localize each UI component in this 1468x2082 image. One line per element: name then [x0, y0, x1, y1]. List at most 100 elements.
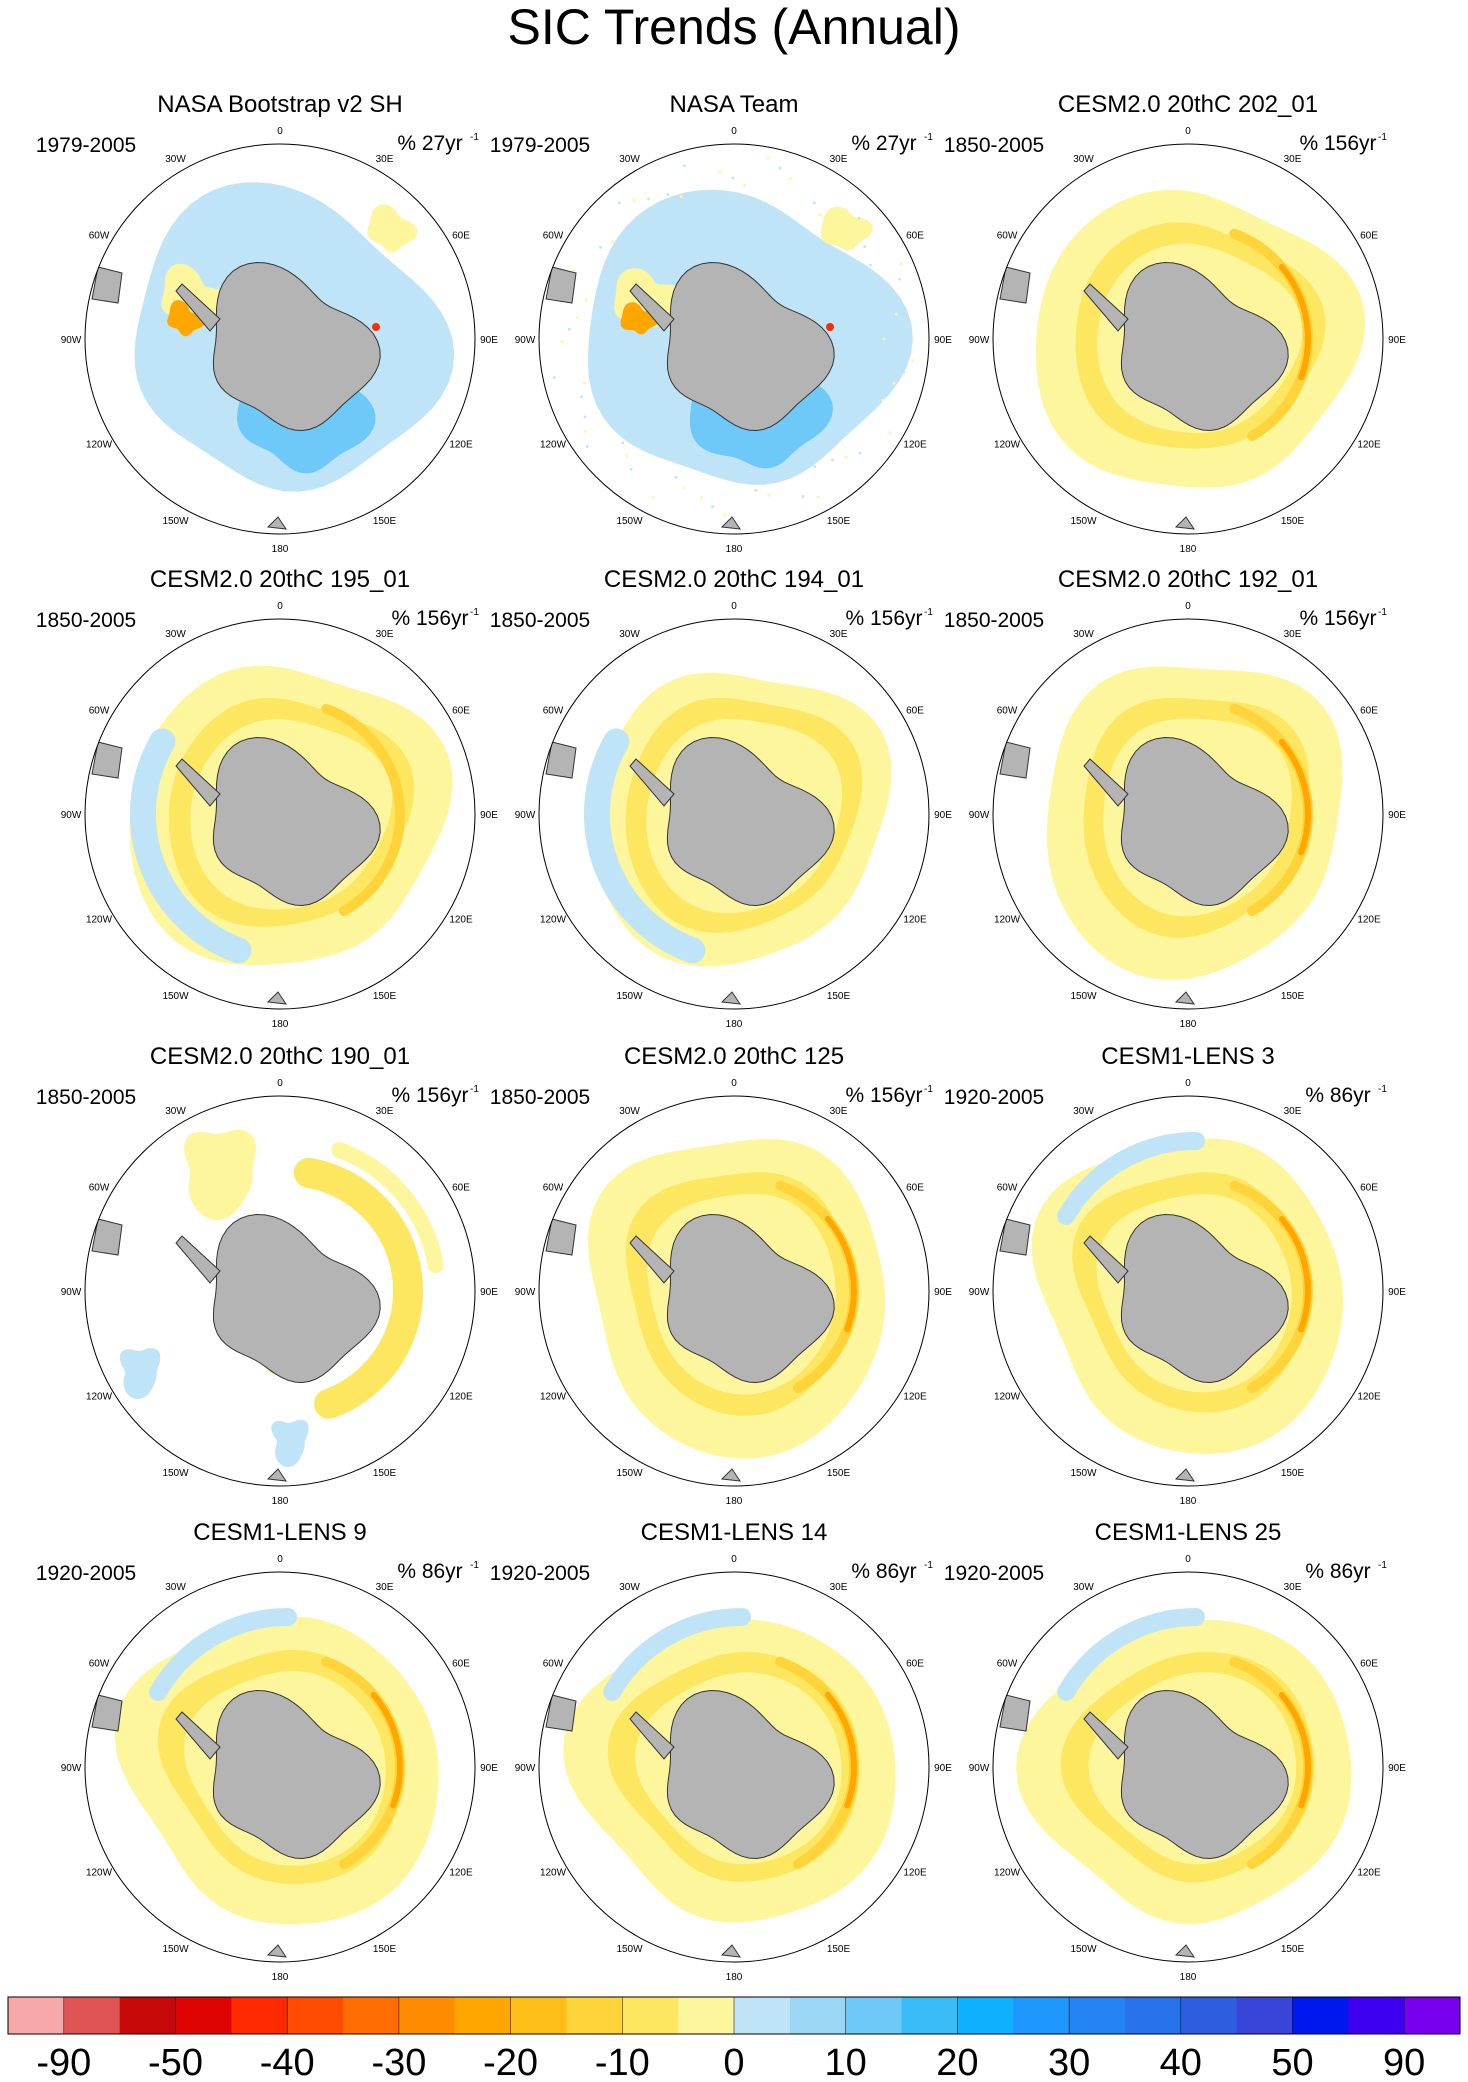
map-panel: CESM1-LENS 25 1920-2005 % 86yr -1 0 30E 60E 90E… [944, 1519, 1406, 1983]
longitude-label: 30W [619, 1582, 640, 1593]
antarctic-peninsula [175, 758, 221, 807]
polar-map [85, 1572, 475, 1962]
map-border [538, 618, 930, 1010]
longitude-label: 150E [827, 1944, 851, 1955]
noise-speckle [892, 381, 896, 385]
south-america-tip [999, 1694, 1031, 1732]
colorbar-swatch [678, 1997, 735, 2034]
antarctica-land [1120, 1213, 1289, 1384]
longitude-label: 60E [1360, 706, 1378, 717]
longitude-label: 180 [1180, 1496, 1197, 1507]
trend-field-negative [820, 206, 873, 251]
panel-period: 1850-2005 [490, 1086, 590, 1109]
noise-speckle [625, 454, 628, 458]
longitude-label: 90E [480, 335, 498, 346]
panel-units: % 86yr [397, 1560, 462, 1583]
longitude-label: 120E [1357, 1392, 1381, 1403]
map-panel: CESM1-LENS 14 1920-2005 % 86yr -1 0 30E 60E 90E… [490, 1519, 952, 1983]
longitude-label: 60W [89, 706, 110, 717]
panel-period: 1979-2005 [36, 134, 136, 157]
colorbar-tick-label: 50 [1271, 2042, 1313, 2082]
longitude-label: 90W [969, 1763, 990, 1774]
noise-speckle [583, 415, 587, 419]
trend-band-positive [149, 1608, 297, 1701]
trend-band-negative-deep [824, 1216, 857, 1333]
noise-speckle [585, 445, 589, 448]
new-zealand-tip [720, 516, 742, 530]
colorbar-swatch [845, 1997, 902, 2034]
noise-speckle [911, 359, 915, 362]
longitude-label: 30E [376, 1106, 394, 1117]
antarctic-peninsula [629, 1235, 675, 1284]
longitude-label: 30W [165, 1582, 186, 1593]
noise-speckle [766, 156, 770, 160]
longitude-label: 0 [731, 1078, 737, 1089]
longitude-label: 90E [1388, 1287, 1406, 1298]
new-zealand-tip [266, 516, 288, 530]
panel-period: 1850-2005 [944, 609, 1044, 632]
longitude-label: 0 [731, 601, 737, 612]
colorbar-tick-label: 10 [825, 2042, 867, 2082]
longitude-label: 30E [376, 1582, 394, 1593]
colorbar-tick-label: -50 [148, 2042, 203, 2082]
longitude-label: 60E [452, 706, 470, 717]
longitude-label: 90E [1388, 810, 1406, 821]
south-america-tip [91, 1218, 123, 1256]
noise-speckle [812, 201, 816, 205]
longitude-label: 60E [452, 1659, 470, 1670]
south-america-tip [91, 1694, 123, 1732]
longitude-label: 30W [619, 1106, 640, 1117]
longitude-label: 90E [480, 1763, 498, 1774]
colorbar-tick-label: 90 [1383, 2042, 1425, 2082]
antarctic-peninsula [629, 758, 675, 807]
panel-units-exponent: -1 [1378, 132, 1387, 143]
antarctic-peninsula [1083, 1235, 1129, 1284]
colorbar-tick-label: 20 [936, 2042, 978, 2082]
panel-units-exponent: -1 [1378, 1084, 1387, 1095]
longitude-label: 90E [934, 1763, 952, 1774]
noise-speckle [743, 184, 746, 187]
noise-speckle [647, 197, 650, 201]
south-america-tip [999, 266, 1031, 304]
longitude-label: 90W [515, 335, 536, 346]
noise-speckle [674, 475, 678, 479]
antarctic-peninsula [629, 1711, 675, 1760]
antarctica-land [212, 261, 381, 432]
noise-speckle [618, 201, 621, 205]
noise-speckle [682, 486, 686, 490]
longitude-label: 180 [726, 544, 743, 555]
panel-title: CESM1-LENS 25 [1095, 1519, 1282, 1546]
longitude-label: 120E [903, 1392, 927, 1403]
trend-band-negative [293, 1157, 424, 1419]
longitude-label: 120E [903, 440, 927, 451]
noise-speckle [629, 467, 633, 471]
longitude-label: 120E [1357, 1868, 1381, 1879]
longitude-label: 150W [1070, 1944, 1097, 1955]
panel-units: % 27yr [397, 132, 462, 155]
polar-map [539, 619, 929, 1009]
longitude-label: 60W [543, 706, 564, 717]
figure-title: SIC Trends (Annual) [508, 0, 961, 55]
south-america-tip [91, 266, 123, 304]
south-america-tip [999, 1218, 1031, 1256]
longitude-label: 90E [934, 335, 952, 346]
colorbar-swatch [1124, 1997, 1182, 2034]
panel-title: CESM2.0 20thC 190_01 [150, 1043, 410, 1070]
panel-title: CESM2.0 20thC 125 [624, 1043, 844, 1070]
new-zealand-tip [1174, 1944, 1196, 1958]
longitude-label: 150E [827, 516, 851, 527]
map-border [992, 1571, 1384, 1963]
noise-speckle [813, 465, 817, 468]
noise-speckle [700, 496, 703, 500]
trend-band-negative [331, 1142, 444, 1273]
map-panel: CESM2.0 20thC 125 1850-2005 % 156yr -1 0 30E 6… [490, 1043, 952, 1507]
noise-speckle [731, 176, 735, 180]
longitude-label: 0 [277, 601, 283, 612]
panel-title: CESM2.0 20thC 192_01 [1058, 566, 1318, 593]
colorbar-tick-label: -10 [595, 2042, 650, 2082]
panel-title: CESM1-LENS 14 [641, 1519, 828, 1546]
colorbar-swatch [734, 1997, 791, 2034]
antarctica-land [212, 1213, 381, 1384]
trend-field-negative-strong [620, 302, 661, 335]
longitude-label: 60W [543, 1659, 564, 1670]
